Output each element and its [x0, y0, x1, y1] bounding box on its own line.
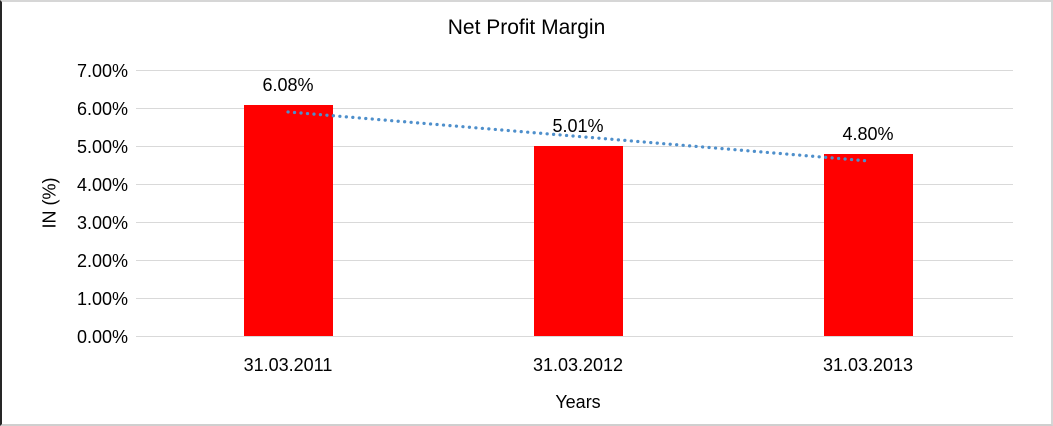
x-tick-label: 31.03.2012: [532, 355, 624, 375]
y-axis-tick: [136, 108, 143, 109]
chart-title: Net Profit Margin: [447, 16, 606, 39]
y-tick-label: 4.00%: [76, 174, 128, 195]
bar-value-label: 6.08%: [262, 75, 314, 96]
bar: [243, 105, 333, 337]
x-tick-label: 31.03.2011: [243, 355, 333, 375]
y-tick-label: 2.00%: [76, 250, 128, 271]
y-axis-tick: [136, 184, 143, 185]
y-tick-label: 3.00%: [76, 212, 128, 233]
y-tick-label: 0.00%: [76, 326, 128, 347]
y-tick-label: 5.00%: [76, 136, 128, 157]
y-axis-tick: [136, 336, 143, 337]
x-tick-label: 31.03.2013: [822, 355, 914, 375]
bar: [533, 146, 623, 337]
y-axis-tick: [136, 298, 143, 299]
x-axis-title: Years: [555, 392, 601, 412]
gridline: [143, 336, 1013, 337]
bar: [823, 154, 913, 337]
y-axis-title: IN (%): [39, 177, 60, 229]
y-axis-tick: [136, 70, 143, 71]
y-axis-tick: [136, 146, 143, 147]
bar-value-label: 4.80%: [842, 124, 894, 145]
y-tick-label: 6.00%: [76, 98, 128, 119]
bar-value-label: 5.01%: [552, 116, 604, 137]
gridline: [143, 108, 1013, 109]
y-tick-label: 1.00%: [76, 288, 128, 309]
y-axis-tick: [136, 260, 143, 261]
y-tick-label: 7.00%: [76, 60, 128, 81]
y-axis-tick: [136, 222, 143, 223]
gridline: [143, 70, 1013, 71]
